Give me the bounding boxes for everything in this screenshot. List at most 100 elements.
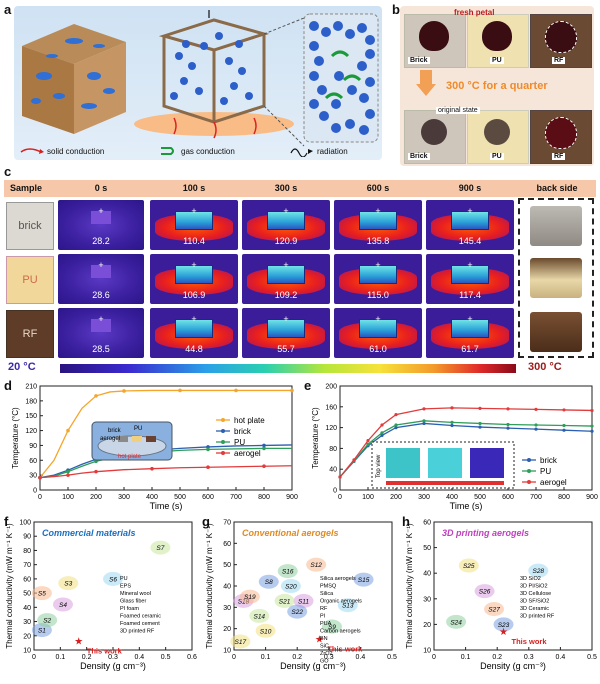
data-point <box>562 428 566 432</box>
thermal-image-rf-100s: +44.8 <box>150 308 238 358</box>
header-100s: 100 s <box>182 183 206 193</box>
y-tick-label: 210 <box>25 384 37 391</box>
thermal-image-pu-900s: +117.4 <box>426 254 514 304</box>
y-tick-label: 100 <box>19 520 31 527</box>
x-tick-label: 0.1 <box>55 654 65 661</box>
data-point <box>380 423 384 427</box>
sample-label-brick-top: Brick <box>408 57 430 64</box>
legend-item: 3D SF/SiO2 <box>520 599 549 605</box>
sample-label-rf-top: RF <box>552 57 566 64</box>
region-blob <box>280 579 301 593</box>
data-point <box>422 407 426 411</box>
y-tick-label: 120 <box>325 425 337 432</box>
thermal-image-brick-0s: +28.2 <box>58 200 144 250</box>
down-arrow-icon <box>416 70 436 96</box>
y-tick-label: 50 <box>23 591 31 598</box>
plot-frame <box>39 385 293 491</box>
y-axis-label: Thermal conductivity (mW m⁻¹ K⁻¹) <box>205 523 214 649</box>
region-blob <box>274 593 295 608</box>
legend-item: BN <box>320 636 328 642</box>
legend-item: PUA <box>320 621 332 627</box>
x-tick-label: 0.6 <box>187 654 197 661</box>
y-tick-label: 180 <box>25 398 37 405</box>
this-work-star: ★ <box>315 634 324 645</box>
inset-label-brick: brick <box>108 428 122 434</box>
panel-label-c: c <box>4 164 12 179</box>
x-tick-label: 0.5 <box>587 654 597 661</box>
data-point <box>590 424 594 428</box>
sample-label-S26: S26 <box>479 589 491 596</box>
legend-item: 3D printed RF <box>120 629 155 635</box>
scale-max-label: 300 °C <box>528 361 562 373</box>
x-axis-label: Time (s) <box>450 501 483 511</box>
x-tick-label: 600 <box>502 494 514 501</box>
legend-marker <box>221 451 225 455</box>
solid-conduction-icon <box>20 148 44 154</box>
data-point <box>394 423 398 427</box>
sample-label-S7: S7 <box>156 545 164 552</box>
plot-frame <box>33 521 193 651</box>
data-point <box>534 423 538 427</box>
y-tick-label: 80 <box>23 548 31 555</box>
data-point <box>562 423 566 428</box>
sample-label-S28: S28 <box>532 568 544 575</box>
data-point <box>366 439 370 443</box>
chart-e: 0 100 200 300 400 500 600 700 800 900 0 40 80 120 160 2… <box>311 384 598 512</box>
series-line-PU <box>339 420 593 478</box>
legend-marker <box>221 429 225 433</box>
chart-g: 0 0.1 0.2 0.3 0.4 0.5 10 20 30 40 50 60 70 Density (g… <box>205 520 397 672</box>
legend-item: 3D SiO2 <box>520 576 541 582</box>
x-tick-label: 0 <box>38 494 42 501</box>
data-point <box>478 425 482 429</box>
sample-label-S19: S19 <box>244 594 256 601</box>
inset-brick <box>118 436 128 442</box>
legend-marker <box>527 458 531 462</box>
x-tick-label: 800 <box>558 494 570 501</box>
heating-condition-label: 300 °C for a quarter <box>446 80 548 92</box>
x-tick-label: 0 <box>32 654 36 661</box>
data-point <box>206 447 210 452</box>
y-tick-label: 10 <box>223 648 231 655</box>
sample-label-S2: S2 <box>43 618 51 625</box>
data-point <box>206 445 210 449</box>
region-blob <box>150 540 171 555</box>
x-tick-label: 400 <box>446 494 458 501</box>
sample-label-S8: S8 <box>265 579 273 586</box>
legend-item: Mineral wool <box>120 591 151 597</box>
this-work-star: ★ <box>499 627 508 638</box>
header-900s: 900 s <box>458 183 482 193</box>
x-tick-label: 900 <box>586 494 598 501</box>
header-0s: 0 s <box>94 183 108 193</box>
sample-label-S17: S17 <box>235 639 247 646</box>
chart-f: 0 0.1 0.2 0.3 0.4 0.5 0.6 10 20 30 40 50 60 70 80 90 100… <box>5 520 197 672</box>
data-point <box>506 426 510 430</box>
legend-item: Silica aerogels <box>320 576 356 582</box>
sample-label-S27: S27 <box>488 607 500 614</box>
region-blob <box>337 598 358 613</box>
panel-label-e: e <box>304 378 312 393</box>
sample-label-rf: RF <box>22 328 38 340</box>
plot-frame <box>339 385 593 491</box>
legend-item: PU <box>120 576 128 582</box>
y-tick-label: 40 <box>423 571 431 578</box>
thermal-image-brick-100s: +110.4 <box>150 200 238 250</box>
x-tick-label: 0.3 <box>524 654 534 661</box>
sample-label-S21: S21 <box>279 598 291 605</box>
data-point <box>450 420 454 424</box>
region-blob <box>287 604 308 619</box>
region-blob <box>474 584 495 599</box>
legend-item: Foamed ceramic <box>120 614 161 620</box>
region-blob <box>446 614 467 629</box>
data-point <box>94 469 98 474</box>
sample-label-S5: S5 <box>38 591 46 598</box>
sample-label-S20: S20 <box>285 584 297 591</box>
data-point <box>234 388 238 393</box>
back-side-photo-pu <box>530 258 582 298</box>
y-tick-label: 60 <box>223 541 231 548</box>
radiation-icon <box>290 148 313 157</box>
data-point <box>150 466 154 471</box>
x-axis-label: Density (g cm⁻³) <box>280 661 346 671</box>
y-tick-label: 200 <box>325 384 337 391</box>
x-tick-label: 0.3 <box>324 654 334 661</box>
x-tick-label: 100 <box>362 494 374 501</box>
